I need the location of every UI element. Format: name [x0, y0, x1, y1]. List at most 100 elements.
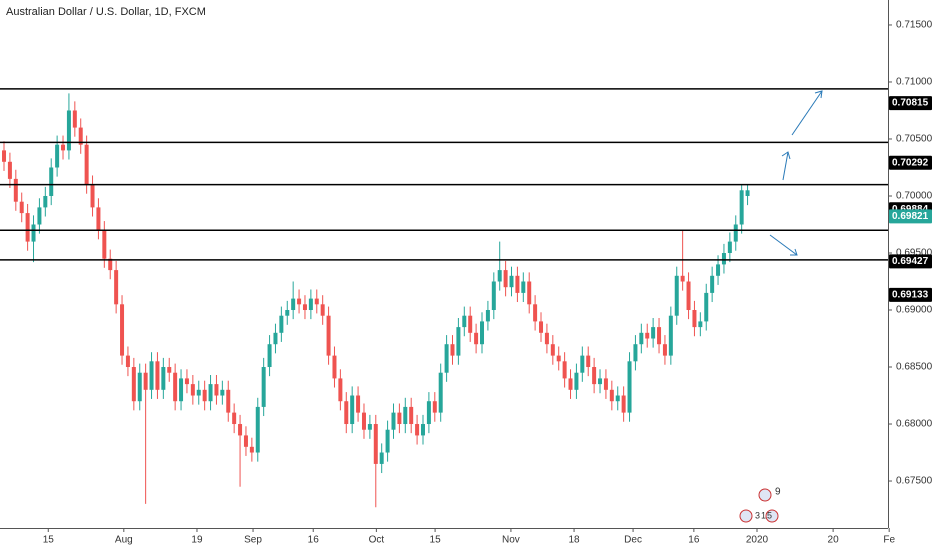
price-badge — [889, 155, 932, 170]
arrow-head — [790, 248, 798, 256]
candle-body — [598, 378, 603, 385]
y-tick-label: 0.70500 — [896, 134, 932, 145]
price-badge — [889, 209, 932, 224]
candle-body — [515, 275, 520, 293]
candle-body — [426, 401, 431, 425]
candle-body — [155, 361, 160, 390]
candle-body — [497, 270, 502, 282]
candle-body — [302, 304, 307, 311]
event-label: 9 — [775, 487, 781, 498]
candle-body — [338, 378, 343, 402]
candle-body — [662, 344, 667, 356]
candle-body — [444, 344, 449, 373]
arrows — [769, 90, 823, 256]
candle-body — [580, 355, 585, 373]
candle-body — [137, 372, 142, 402]
candle-body — [43, 195, 48, 208]
x-tick-label: Dec — [624, 535, 642, 546]
candle-body — [409, 406, 414, 425]
candle-body — [267, 344, 272, 368]
candle-body — [143, 372, 148, 390]
x-tick-label: Sep — [244, 535, 262, 546]
candle-body — [633, 344, 638, 362]
candle-body — [243, 435, 248, 447]
candle-body — [609, 389, 614, 402]
event-icon[interactable] — [765, 509, 779, 523]
x-tick-label: 15 — [43, 535, 55, 546]
x-tick-label: 18 — [568, 535, 580, 546]
x-tick-label: Aug — [115, 535, 133, 546]
candle-body — [385, 429, 390, 453]
candle-body — [214, 384, 219, 396]
candle-body — [31, 224, 36, 242]
candle-body — [125, 355, 130, 368]
candle-body — [485, 310, 490, 322]
event-label: 1 — [761, 510, 766, 520]
candle-body — [190, 384, 195, 396]
x-tick-label: 20 — [828, 535, 840, 546]
event-icon[interactable] — [758, 488, 772, 502]
candle-body — [314, 298, 319, 305]
candle-body — [49, 167, 54, 196]
candle-body — [326, 315, 331, 356]
x-tick-label: Nov — [502, 535, 520, 546]
candle-body — [627, 361, 632, 413]
candle-body — [432, 401, 437, 413]
event-icon[interactable] — [739, 509, 753, 523]
candle-body — [120, 304, 125, 356]
x-tick-label: Oct — [369, 535, 385, 546]
candle-body — [680, 275, 685, 282]
candle-body — [320, 304, 325, 316]
y-tick-label: 0.69500 — [896, 248, 932, 259]
candle-body — [66, 110, 71, 151]
price-badge — [889, 254, 932, 269]
candle-body — [285, 310, 290, 316]
candle-body — [668, 315, 673, 356]
candle-body — [503, 270, 508, 288]
price-badge-label: 0.70815 — [892, 98, 929, 109]
candle-body — [403, 406, 408, 425]
candle-body — [279, 315, 284, 333]
candle-body — [226, 389, 231, 413]
candle-body — [308, 298, 313, 311]
candle-body — [450, 344, 455, 356]
candle-body — [25, 213, 30, 242]
x-tick-label: 15 — [430, 535, 442, 546]
candle-body — [2, 150, 7, 162]
candle-body — [521, 281, 526, 293]
event-label: 5 — [767, 510, 772, 520]
candle-body — [161, 367, 166, 390]
candle-body — [568, 378, 573, 390]
candle-body — [55, 144, 60, 168]
candle-body — [415, 424, 420, 436]
price-badge — [889, 96, 932, 111]
candle-body — [78, 127, 83, 145]
candle-body — [179, 378, 184, 402]
candle-body — [474, 332, 479, 345]
y-tick-label: 0.69000 — [896, 305, 932, 316]
event-icons[interactable]: 9 3 1 5 — [739, 487, 781, 523]
candle-body — [108, 258, 113, 271]
arrow — [769, 234, 798, 256]
candle-body — [562, 361, 567, 379]
candle-body — [592, 367, 597, 385]
candle-body — [196, 389, 201, 396]
candle-body — [261, 367, 266, 407]
candle-body — [651, 327, 656, 339]
candle-body — [373, 424, 378, 464]
candles — [2, 93, 750, 508]
x-tick-label: 16 — [688, 535, 700, 546]
candle-body — [727, 241, 732, 253]
candle-body — [550, 344, 555, 356]
candle-body — [456, 327, 461, 356]
price-badge-label: 0.70292 — [892, 157, 929, 168]
candle-body — [420, 424, 425, 436]
candle-body — [615, 395, 620, 402]
candle-body — [710, 275, 715, 293]
candle-body — [102, 230, 107, 259]
candle-body — [249, 446, 254, 453]
price-badge-label: 0.69427 — [892, 256, 929, 267]
candle-body — [716, 264, 721, 276]
